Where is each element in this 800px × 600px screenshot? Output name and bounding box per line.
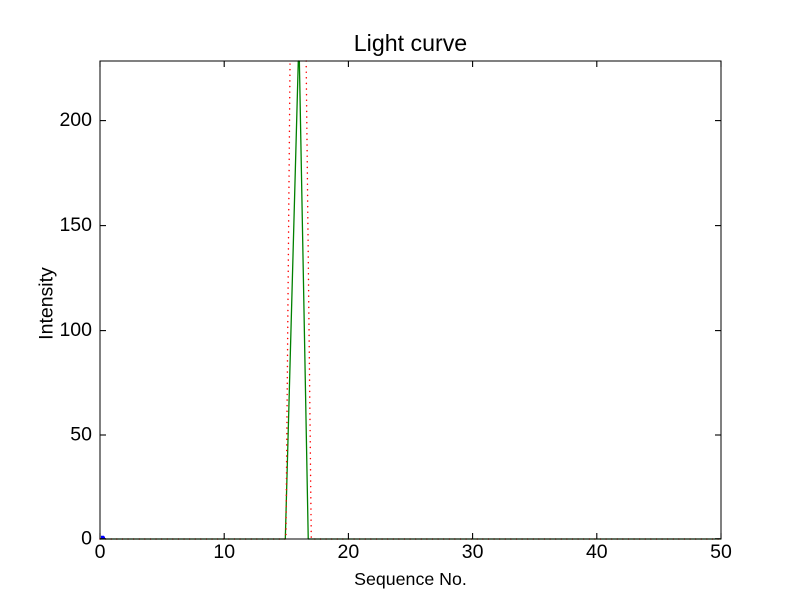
svg-text:0: 0 (81, 528, 92, 550)
svg-text:30: 30 (462, 541, 484, 563)
svg-text:50: 50 (70, 424, 92, 446)
svg-text:0: 0 (95, 541, 106, 563)
svg-text:200: 200 (59, 109, 92, 131)
svg-text:10: 10 (213, 541, 235, 563)
svg-text:20: 20 (338, 541, 360, 563)
svg-text:50: 50 (710, 541, 732, 563)
svg-text:40: 40 (586, 541, 608, 563)
svg-text:Light curve: Light curve (354, 30, 467, 56)
svg-text:100: 100 (59, 319, 92, 341)
svg-text:Intensity: Intensity (36, 267, 58, 340)
svg-text:Sequence No.: Sequence No. (354, 569, 467, 589)
svg-text:150: 150 (59, 214, 92, 236)
